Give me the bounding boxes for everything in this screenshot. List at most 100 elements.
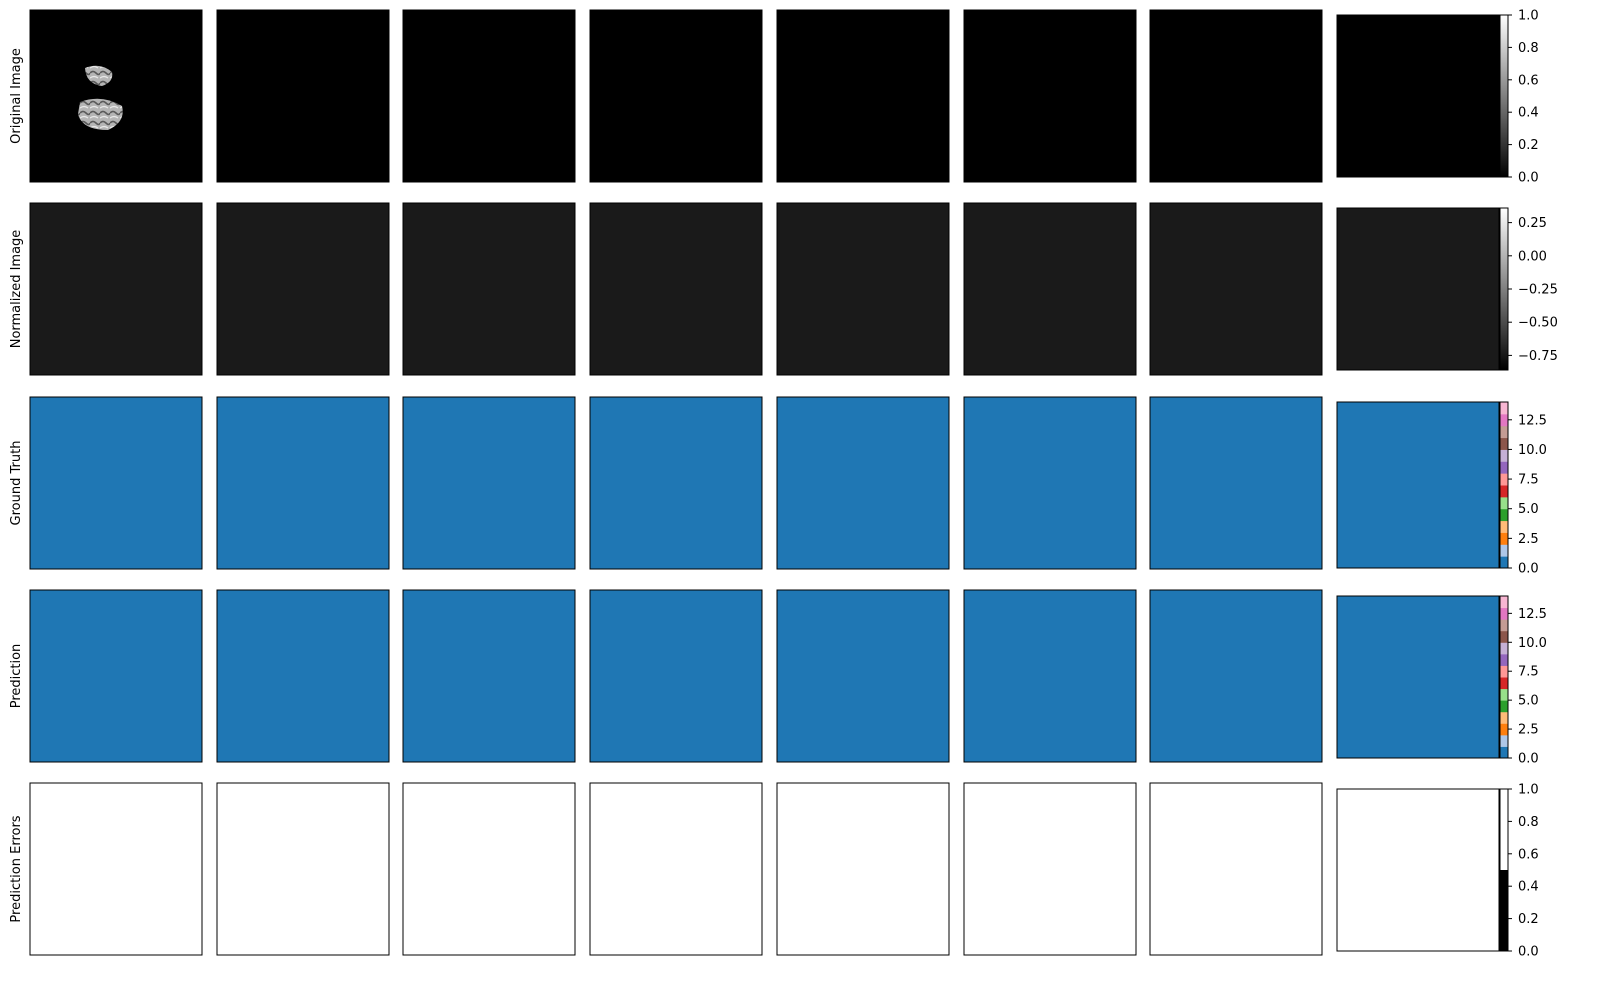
colorbar-frame bbox=[1499, 401, 1509, 569]
panel-frame bbox=[1149, 589, 1323, 763]
image-panel-original bbox=[29, 9, 203, 183]
panel-frame bbox=[963, 782, 1137, 956]
colorbar-tick-label: 5.0 bbox=[1518, 694, 1539, 709]
panel-frame bbox=[216, 9, 390, 183]
row-label: Original Image bbox=[9, 48, 24, 144]
panel-frame bbox=[29, 589, 203, 763]
colorbar-tick-label: 10.0 bbox=[1518, 636, 1547, 651]
colorbar-tick-label: 2.5 bbox=[1518, 532, 1539, 547]
image-panel-prediction bbox=[776, 589, 950, 763]
colorbar-segment bbox=[1500, 653, 1508, 666]
panel-background bbox=[590, 397, 762, 569]
row-label: Normalized Image bbox=[9, 230, 24, 349]
panel-frame bbox=[589, 782, 763, 956]
image-panel-original bbox=[216, 9, 390, 183]
panel-background bbox=[1150, 10, 1322, 182]
colorbar-segment bbox=[1500, 461, 1508, 474]
image-panel-prediction bbox=[963, 589, 1137, 763]
panel-frame bbox=[776, 9, 950, 183]
colorbar-segment bbox=[1500, 437, 1508, 450]
colorbar-segment bbox=[1500, 402, 1508, 415]
colorbar-tick-label: 12.5 bbox=[1518, 607, 1547, 622]
colorbar-segment bbox=[1500, 665, 1508, 678]
colorbar-tick-label: 7.5 bbox=[1518, 665, 1539, 680]
colorbar-tick-label: 12.5 bbox=[1518, 413, 1547, 428]
panel-frame bbox=[963, 9, 1137, 183]
colorbar-tick-label: −0.50 bbox=[1518, 316, 1558, 331]
colorbar-tick-label: 2.5 bbox=[1518, 723, 1539, 738]
colorbar-segment bbox=[1500, 630, 1508, 643]
panel-background bbox=[964, 397, 1136, 569]
colorbar-tick-label: 0.0 bbox=[1518, 562, 1539, 577]
colorbar-segment bbox=[1500, 485, 1508, 498]
panel-frame bbox=[776, 396, 950, 570]
colorbar-tick-label: 0.0 bbox=[1518, 945, 1539, 960]
image-panel-truth bbox=[1336, 401, 1500, 569]
panel-background bbox=[30, 10, 202, 182]
panel-background bbox=[964, 203, 1136, 375]
colorbar-segment bbox=[1500, 789, 1508, 870]
panel-frame bbox=[29, 782, 203, 956]
panel-frame bbox=[1336, 788, 1500, 952]
colorbar-tick-label: 0.6 bbox=[1518, 847, 1539, 862]
colorbar-tick-label: 1.0 bbox=[1518, 9, 1539, 24]
panel-background bbox=[217, 783, 389, 955]
image-panel-truth bbox=[589, 396, 763, 570]
panel-background bbox=[217, 203, 389, 375]
panel-frame bbox=[1149, 396, 1323, 570]
colorbar-segment bbox=[1500, 532, 1508, 545]
image-panel-prediction bbox=[29, 589, 203, 763]
colorbar-segment bbox=[1500, 544, 1508, 557]
panel-background bbox=[403, 203, 575, 375]
image-panel-normalized bbox=[1336, 207, 1500, 371]
colorbar-segment bbox=[1500, 700, 1508, 713]
image-panel-prediction bbox=[402, 589, 576, 763]
image-panel-normalized bbox=[1149, 202, 1323, 376]
image-panel-normalized bbox=[29, 202, 203, 376]
panel-background bbox=[964, 10, 1136, 182]
image-panel-original bbox=[776, 9, 950, 183]
brain-slice bbox=[85, 65, 113, 86]
colorbar-tick-label: 0.4 bbox=[1518, 880, 1539, 895]
row-label: Prediction Errors bbox=[9, 815, 24, 922]
colorbar-tick-label: 0.2 bbox=[1518, 138, 1539, 153]
panel-background bbox=[1337, 789, 1499, 951]
panel-background bbox=[964, 590, 1136, 762]
image-panel-errors bbox=[216, 782, 390, 956]
colorbar-segment bbox=[1500, 711, 1508, 724]
colorbar: 0.0 2.5 5.0 7.5 10.0 12.5 bbox=[1499, 401, 1547, 577]
colorbar-segment bbox=[1500, 734, 1508, 747]
image-panel-errors bbox=[402, 782, 576, 956]
panel-background bbox=[590, 10, 762, 182]
panel-frame bbox=[776, 589, 950, 763]
panel-frame bbox=[776, 782, 950, 956]
panel-background bbox=[30, 203, 202, 375]
panel-background bbox=[30, 397, 202, 569]
image-panel-normalized bbox=[216, 202, 390, 376]
colorbar: 0.0 0.2 0.4 0.6 0.8 1.0 bbox=[1499, 9, 1539, 186]
panel-background bbox=[403, 10, 575, 182]
colorbar-segment bbox=[1500, 508, 1508, 522]
image-panel-normalized bbox=[589, 202, 763, 376]
panel-background bbox=[30, 590, 202, 762]
panel-frame bbox=[589, 202, 763, 376]
brain-slice bbox=[78, 98, 123, 130]
colorbar-tick-label: −0.25 bbox=[1518, 283, 1558, 298]
colorbar-tick-label: 0.8 bbox=[1518, 41, 1539, 56]
colorbar-tick-label: 0.0 bbox=[1518, 171, 1539, 186]
panel-background bbox=[1150, 590, 1322, 762]
panel-frame bbox=[1336, 595, 1500, 759]
colorbar-tick-label: 5.0 bbox=[1518, 502, 1539, 517]
colorbar-tick-label: 0.6 bbox=[1518, 73, 1539, 88]
panel-frame bbox=[216, 396, 390, 570]
panel-background bbox=[777, 590, 949, 762]
image-panel-truth bbox=[216, 396, 390, 570]
colorbar-segment bbox=[1500, 688, 1508, 701]
panel-background bbox=[1337, 208, 1499, 370]
colorbar-segment bbox=[1500, 413, 1508, 427]
image-panel-normalized bbox=[402, 202, 576, 376]
colorbar-tick-label: 0.2 bbox=[1518, 912, 1539, 927]
panel-frame bbox=[402, 202, 576, 376]
image-panel-original bbox=[963, 9, 1137, 183]
